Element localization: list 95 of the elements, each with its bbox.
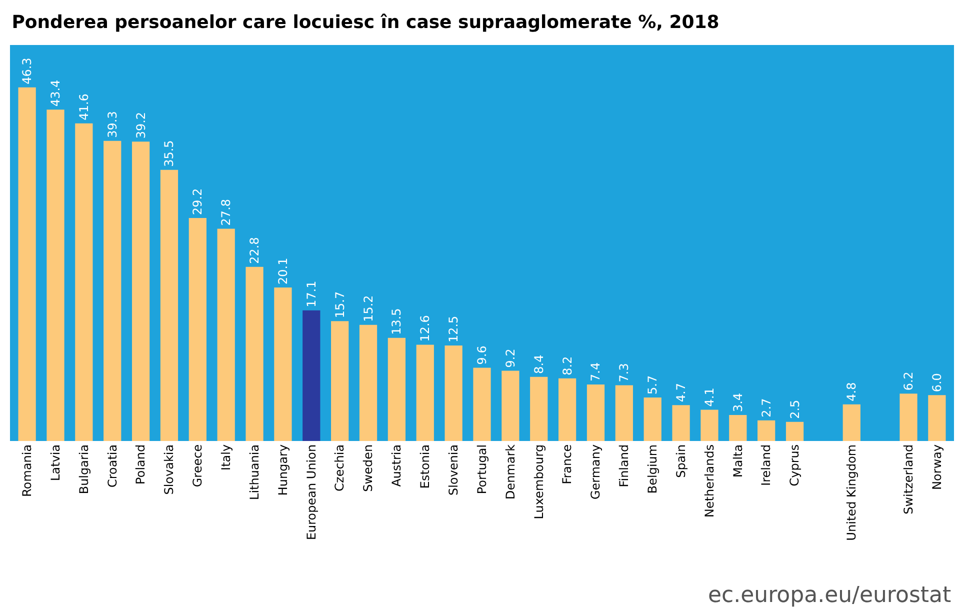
data-label: 7.4: [588, 362, 603, 382]
data-label: 5.7: [646, 375, 660, 394]
bar: [132, 142, 150, 441]
text: ec.europa.eu/eurostat: [708, 583, 952, 608]
bar: [672, 405, 690, 441]
data-label: 2.5: [788, 400, 802, 419]
x-tick-label: Poland: [134, 444, 148, 484]
bar: [758, 420, 776, 441]
bar: [46, 110, 64, 441]
bar: [900, 394, 918, 441]
data-label: 4.1: [702, 388, 716, 407]
bar: [473, 368, 491, 441]
x-tick-label: Slovakia: [162, 444, 176, 495]
x-tick-label: Greece: [190, 444, 205, 488]
data-label: 35.5: [162, 140, 176, 167]
x-tick-label: Romania: [20, 444, 34, 497]
bar: [416, 344, 434, 441]
data-label: 2.7: [759, 398, 774, 418]
data-label: 4.7: [674, 383, 688, 402]
data-label: 8.4: [532, 354, 546, 374]
x-tick-label: United Kingdom: [844, 444, 859, 541]
data-label: 39.2: [134, 112, 148, 139]
bar: [530, 376, 548, 441]
bar: [104, 140, 122, 441]
x-tick-label: Norway: [930, 444, 944, 490]
x-tick-label: Malta: [730, 444, 745, 478]
data-label: 12.6: [418, 315, 432, 342]
data-label: 27.8: [219, 198, 234, 226]
data-label: 7.3: [617, 363, 632, 382]
x-tick-label: Ireland: [759, 444, 774, 486]
x-tick-label: Germany: [588, 444, 603, 500]
bar: [274, 288, 292, 441]
data-label: 41.6: [76, 94, 91, 120]
data-label: 46.3: [20, 58, 34, 84]
bar: [502, 370, 520, 441]
bar: [217, 228, 235, 441]
data-label: 17.1: [304, 280, 318, 308]
x-tick-label: Finland: [617, 444, 632, 488]
bar: [160, 170, 178, 441]
x-tick-label: Belgium: [646, 444, 660, 494]
x-tick-label: France: [560, 444, 574, 484]
x-tick-label: Sweden: [361, 444, 376, 492]
bar: [302, 310, 320, 441]
x-tick-label: Slovenia: [446, 444, 460, 496]
data-label: 13.5: [390, 308, 404, 335]
x-tick-label: Luxembourg: [532, 444, 546, 520]
bar: [558, 378, 576, 441]
x-tick-label: Spain: [674, 444, 688, 478]
bar: [246, 266, 264, 441]
bar: [729, 415, 747, 441]
x-tick-label: Denmark: [503, 444, 518, 500]
x-tick-label: European Union: [304, 444, 318, 540]
data-label: 6.2: [902, 372, 916, 391]
x-tick-label: Austria: [390, 444, 404, 487]
chart-title: Ponderea persoanelor care locuiesc în case supraaglomerate %, 2018: [12, 12, 720, 33]
bar: [644, 397, 662, 441]
x-tick-label: Bulgaria: [76, 444, 91, 494]
data-label: 15.2: [361, 295, 376, 322]
x-tick-label: Czechia: [332, 444, 347, 492]
bar: [444, 346, 462, 441]
data-label: 39.3: [105, 111, 120, 138]
bar: [615, 385, 633, 441]
data-label: 9.6: [475, 346, 489, 365]
bar: [786, 422, 804, 441]
bar: [388, 338, 406, 441]
data-label: 8.2: [560, 356, 574, 376]
x-tick-label: Netherlands: [702, 444, 716, 518]
data-label: 12.5: [446, 316, 461, 343]
bar: [359, 324, 378, 441]
data-label: 6.0: [930, 373, 944, 392]
bar: [18, 87, 36, 441]
x-tick-label: Italy: [219, 444, 233, 470]
bar: [188, 218, 206, 441]
bar: [586, 384, 605, 441]
x-tick-label: Lithuania: [247, 444, 262, 500]
x-tick-label: Latvia: [48, 444, 62, 481]
bar: [928, 395, 946, 441]
x-tick-label: Hungary: [276, 444, 290, 496]
bar: [842, 404, 860, 441]
data-label: 43.4: [48, 80, 62, 107]
x-tick-label: Croatia: [105, 444, 120, 488]
x-tick-label: Estonia: [418, 444, 432, 489]
data-label: 4.8: [844, 382, 859, 402]
data-label: 22.8: [248, 237, 262, 264]
data-label: 29.2: [190, 188, 205, 216]
x-tick-label: Switzerland: [901, 444, 916, 514]
x-tick-label: Cyprus: [788, 444, 802, 486]
data-label: 9.2: [503, 348, 518, 368]
data-label: 20.1: [276, 258, 290, 285]
bar: [700, 410, 718, 441]
x-tick-label: Portugal: [474, 444, 489, 494]
data-label: 3.4: [730, 392, 745, 412]
bar: [75, 123, 93, 441]
bar: [331, 321, 349, 441]
data-label: 15.7: [332, 291, 347, 318]
